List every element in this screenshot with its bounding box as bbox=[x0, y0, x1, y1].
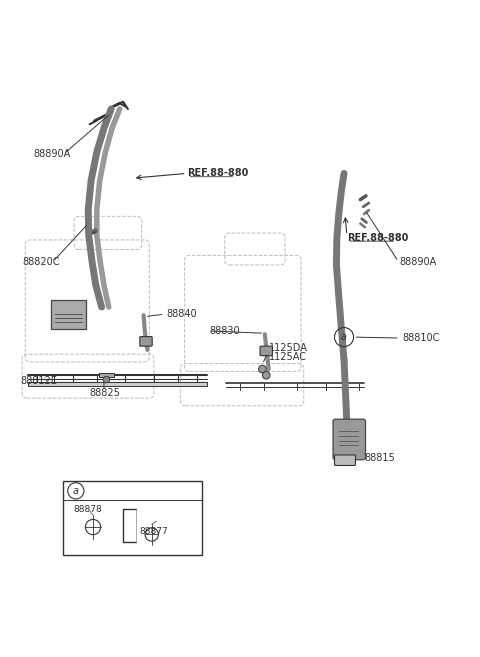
Text: a: a bbox=[73, 486, 79, 496]
Text: 88810C: 88810C bbox=[402, 333, 440, 343]
Text: REF.88-880: REF.88-880 bbox=[348, 233, 409, 243]
Text: 88877: 88877 bbox=[140, 527, 168, 536]
FancyBboxPatch shape bbox=[333, 419, 365, 460]
FancyBboxPatch shape bbox=[140, 336, 152, 346]
Text: REF.88-880: REF.88-880 bbox=[188, 168, 249, 179]
Text: 88820C: 88820C bbox=[23, 257, 60, 267]
Bar bbox=[51, 300, 86, 328]
Text: 88812E: 88812E bbox=[21, 376, 57, 386]
Text: 88890A: 88890A bbox=[34, 149, 71, 159]
Text: 88840: 88840 bbox=[166, 309, 197, 319]
FancyBboxPatch shape bbox=[260, 346, 273, 355]
Text: 1125AC: 1125AC bbox=[269, 352, 307, 362]
Text: 88830: 88830 bbox=[209, 326, 240, 336]
Text: 1125DA: 1125DA bbox=[269, 342, 308, 353]
Circle shape bbox=[259, 365, 266, 373]
Text: 88878: 88878 bbox=[73, 505, 102, 514]
FancyBboxPatch shape bbox=[335, 455, 356, 465]
Text: 88825: 88825 bbox=[90, 388, 120, 398]
Bar bbox=[63, 481, 202, 555]
Bar bbox=[28, 382, 206, 386]
Bar bbox=[99, 373, 114, 377]
Circle shape bbox=[263, 371, 270, 379]
Text: a: a bbox=[341, 332, 347, 342]
Text: 88815: 88815 bbox=[364, 453, 395, 463]
Text: 88890A: 88890A bbox=[400, 257, 437, 267]
Circle shape bbox=[103, 376, 110, 383]
